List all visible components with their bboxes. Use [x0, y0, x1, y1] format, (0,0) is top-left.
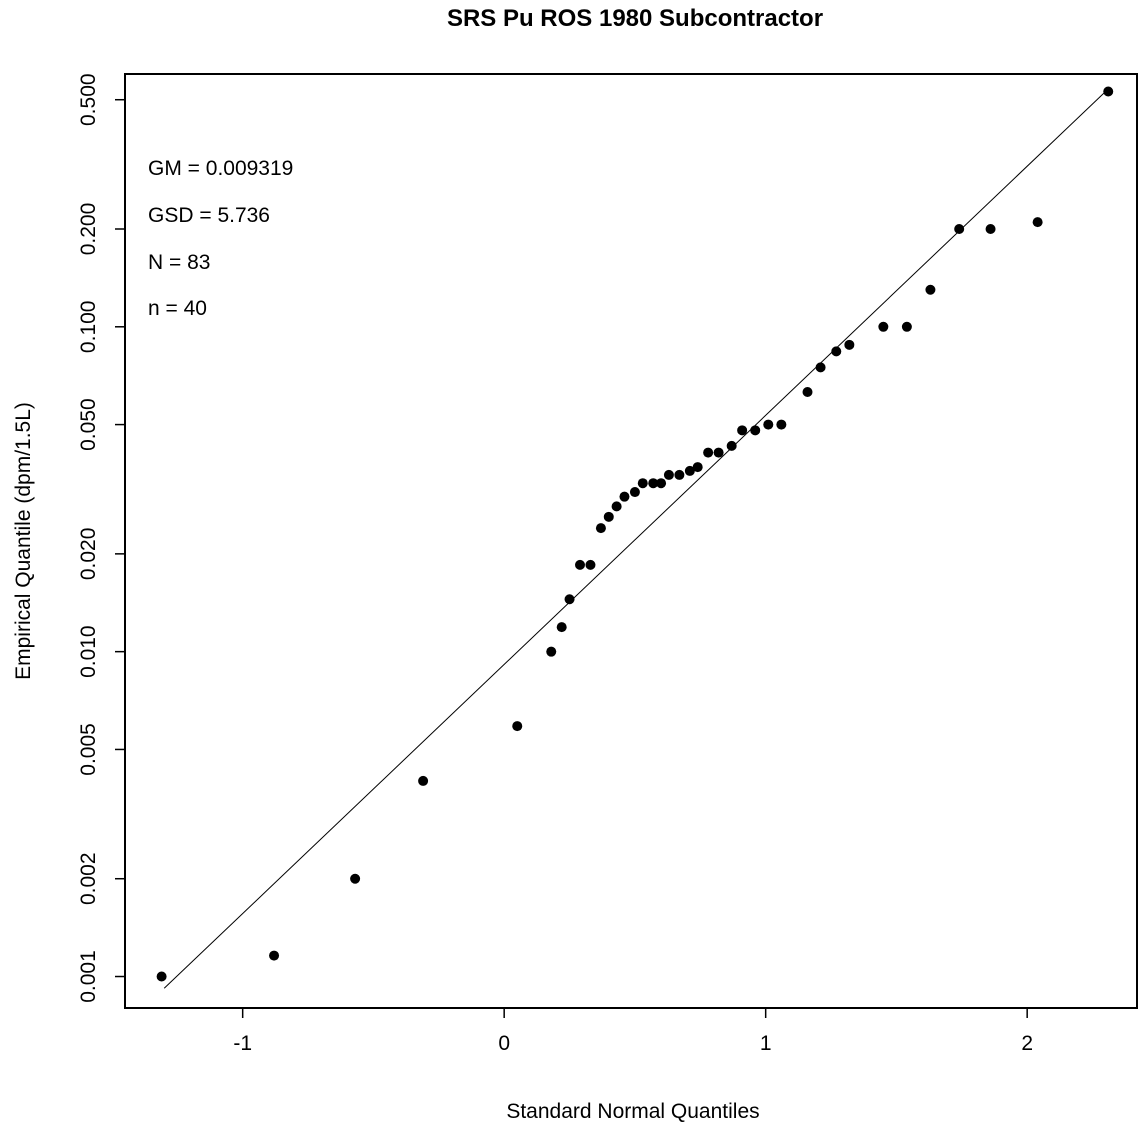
y-tick-label: 0.020 — [77, 528, 100, 581]
plot-frame — [124, 73, 1138, 1009]
y-tick-label: 0.050 — [77, 398, 100, 451]
x-tick-label: 2 — [1021, 1032, 1033, 1055]
data-point — [512, 721, 523, 732]
y-axis-title: Empirical Quantile (dpm/1.5L) — [12, 402, 35, 680]
x-tick-label: -1 — [233, 1032, 252, 1055]
data-points — [156, 86, 1114, 982]
data-point — [418, 775, 429, 786]
n-detected-annotation: n = 40 — [148, 297, 207, 320]
data-point — [703, 447, 714, 458]
data-point — [629, 487, 640, 498]
x-tick-label: 1 — [760, 1032, 772, 1055]
y-tick-label: 0.200 — [77, 203, 100, 256]
data-point — [726, 440, 737, 451]
data-point — [750, 425, 761, 436]
data-point — [1103, 86, 1114, 97]
data-point — [831, 346, 842, 357]
chart-title: SRS Pu ROS 1980 Subcontractor — [447, 5, 823, 32]
data-point — [637, 478, 648, 489]
data-point — [684, 465, 695, 476]
gm-annotation: GM = 0.009319 — [148, 157, 293, 180]
x-axis-title: Standard Normal Quantiles — [506, 1100, 759, 1123]
data-point — [269, 950, 280, 961]
data-point — [656, 478, 667, 489]
data-point — [564, 594, 575, 605]
data-point — [776, 419, 787, 430]
y-tick-label: 0.002 — [77, 852, 100, 905]
data-point — [350, 873, 361, 884]
data-point — [844, 339, 855, 350]
data-point — [595, 523, 606, 534]
y-tick-label: 0.001 — [77, 950, 100, 1003]
x-axis: -1 0 1 2 — [233, 1008, 1033, 1055]
data-point — [619, 491, 630, 502]
y-tick-label: 0.100 — [77, 301, 100, 354]
data-point — [603, 511, 614, 522]
annotations: GM = 0.009319 GSD = 5.736 N = 83 n = 40 — [148, 157, 293, 320]
y-tick-label: 0.005 — [77, 723, 100, 776]
data-point — [802, 386, 813, 397]
data-point — [648, 478, 659, 489]
data-point — [156, 971, 167, 982]
data-point — [1032, 217, 1043, 228]
data-point — [674, 469, 685, 480]
x-tick-label: 0 — [498, 1032, 510, 1055]
data-point — [585, 559, 596, 570]
y-tick-label: 0.010 — [77, 625, 100, 678]
data-point — [556, 622, 567, 633]
y-tick-label: 0.500 — [77, 73, 100, 126]
data-point — [901, 321, 912, 332]
data-point — [763, 419, 774, 430]
data-point — [546, 646, 557, 657]
data-point — [663, 469, 674, 480]
n-total-annotation: N = 83 — [148, 251, 210, 274]
gsd-annotation: GSD = 5.736 — [148, 204, 270, 227]
data-point — [713, 447, 724, 458]
data-point — [878, 321, 889, 332]
data-point — [611, 501, 622, 512]
data-point — [985, 223, 996, 234]
reference-line — [163, 91, 1106, 989]
data-point — [815, 362, 826, 373]
data-point — [737, 425, 748, 436]
data-point — [575, 559, 586, 570]
data-point — [954, 223, 965, 234]
y-axis: 0.001 0.002 0.005 0.010 0.020 0.050 0.100 0.200… — [77, 73, 125, 1003]
data-point — [692, 462, 703, 473]
data-point — [925, 284, 936, 295]
